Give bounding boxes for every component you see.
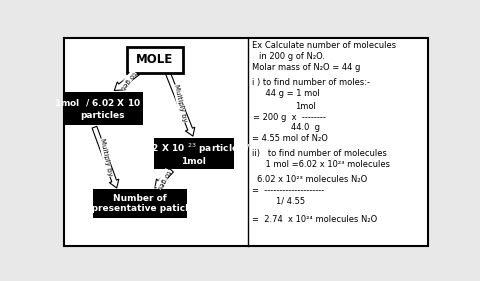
Text: Molar mass of N₂O = 44 g: Molar mass of N₂O = 44 g (252, 63, 360, 72)
Text: =  --------------------: = -------------------- (252, 186, 324, 195)
Text: MOLE: MOLE (136, 53, 173, 66)
Text: 1 mol =6.02 x 10²³ molecules: 1 mol =6.02 x 10²³ molecules (255, 160, 390, 169)
Text: to get: to get (119, 70, 137, 90)
Text: ii)   to find number of molecules: ii) to find number of molecules (252, 149, 386, 158)
Text: to get: to get (156, 169, 171, 190)
Text: = 200 g  x  --------: = 200 g x -------- (253, 112, 326, 121)
FancyBboxPatch shape (63, 92, 143, 125)
Text: =  2.74  x 10²⁴ molecules N₂O: = 2.74 x 10²⁴ molecules N₂O (252, 215, 377, 224)
Text: 1mol  / 6.02 X 10 $^{23}$
particles: 1mol / 6.02 X 10 $^{23}$ particles (54, 97, 152, 120)
Text: 1/ 4.55: 1/ 4.55 (276, 197, 305, 206)
Text: Multiply by: Multiply by (173, 84, 187, 123)
Text: Number of
representative paticles: Number of representative paticles (81, 194, 199, 213)
Text: = 4.55 mol of N₂O: = 4.55 mol of N₂O (252, 134, 327, 143)
Text: 44 g = 1 mol: 44 g = 1 mol (255, 89, 320, 98)
FancyBboxPatch shape (127, 47, 183, 73)
FancyBboxPatch shape (64, 38, 428, 246)
Text: 6.02 x 10²³ molecules N₂O: 6.02 x 10²³ molecules N₂O (257, 175, 367, 184)
Text: Ex Calculate number of molecules: Ex Calculate number of molecules (252, 41, 396, 50)
FancyBboxPatch shape (93, 189, 187, 218)
Text: 44.0  g: 44.0 g (291, 123, 320, 132)
Text: 1mol: 1mol (295, 102, 316, 111)
Text: 6.02 X 10 $^{23}$ particles /
1mol: 6.02 X 10 $^{23}$ particles / 1mol (136, 141, 252, 166)
Text: Multiply by: Multiply by (98, 138, 112, 177)
Text: in 200 g of N₂O.: in 200 g of N₂O. (259, 52, 325, 61)
FancyBboxPatch shape (154, 138, 234, 169)
Text: i ) to find number of moles:-: i ) to find number of moles:- (252, 78, 370, 87)
